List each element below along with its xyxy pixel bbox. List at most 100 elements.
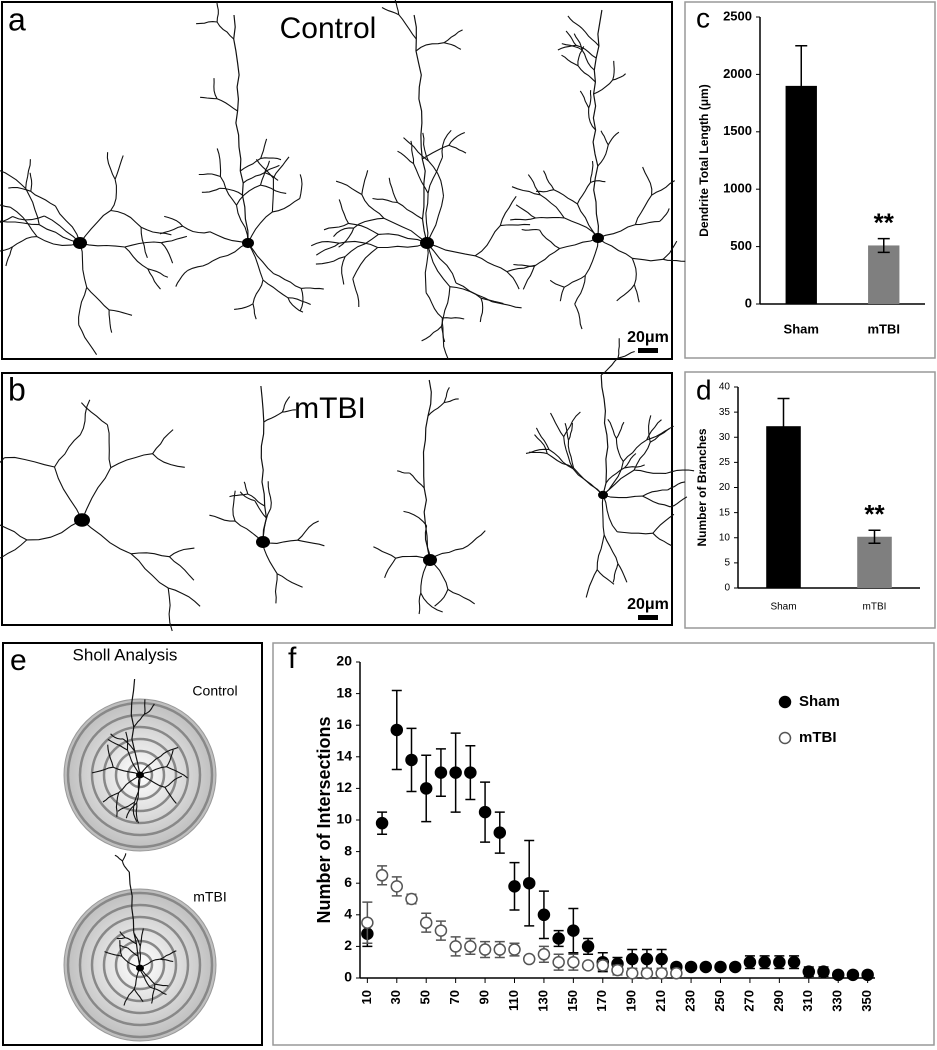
dendrite bbox=[110, 453, 153, 469]
dendrite bbox=[79, 210, 112, 244]
y-tick-label: 18 bbox=[336, 684, 352, 700]
dendrite bbox=[4, 456, 55, 468]
dendrite bbox=[0, 524, 28, 541]
panel-title: Control bbox=[280, 12, 377, 45]
dendrite bbox=[579, 90, 590, 109]
dendrite bbox=[182, 225, 211, 234]
dendrite bbox=[263, 411, 283, 423]
x-tick-label: 250 bbox=[712, 990, 727, 1012]
dendrite bbox=[602, 494, 618, 533]
dendrite bbox=[426, 242, 457, 284]
point bbox=[787, 955, 801, 969]
point bbox=[375, 816, 389, 830]
point bbox=[508, 880, 521, 893]
dendrite bbox=[0, 216, 13, 223]
dendrite bbox=[140, 227, 148, 258]
dendrite bbox=[0, 539, 28, 559]
y-tick-label: 20 bbox=[336, 653, 352, 669]
dendrite bbox=[80, 402, 108, 426]
dendrite bbox=[79, 242, 88, 288]
dendrite bbox=[119, 931, 126, 938]
panel-label: e bbox=[10, 644, 27, 677]
dendrite bbox=[335, 180, 363, 195]
dendrite bbox=[617, 563, 628, 583]
y-tick-label: 10 bbox=[719, 532, 731, 543]
dendrite bbox=[634, 469, 667, 474]
dendrite bbox=[616, 284, 635, 302]
category-label: mTBI bbox=[863, 602, 887, 613]
dendrite bbox=[462, 530, 486, 550]
x-tick-label: 310 bbox=[800, 990, 815, 1012]
dendrite bbox=[338, 227, 355, 248]
dendrite bbox=[107, 738, 128, 751]
dendrite bbox=[0, 220, 40, 226]
dendrite bbox=[455, 282, 493, 303]
dendrite bbox=[187, 260, 213, 272]
dendrite bbox=[600, 357, 619, 376]
dendrite bbox=[109, 309, 133, 316]
dendrite bbox=[584, 237, 599, 276]
dendrite bbox=[79, 399, 91, 436]
dendrite bbox=[136, 774, 141, 803]
neurons bbox=[0, 0, 695, 1006]
dendrite bbox=[650, 425, 674, 443]
dendrite bbox=[54, 205, 81, 244]
dendrite bbox=[642, 166, 653, 196]
scale-bar-label: 20μm bbox=[627, 596, 669, 613]
dendrite bbox=[25, 159, 31, 189]
dendrite bbox=[588, 107, 597, 131]
y-tick-label: 2500 bbox=[723, 8, 752, 23]
dendrite bbox=[398, 14, 417, 40]
dendrite bbox=[525, 448, 550, 454]
dendrite bbox=[561, 54, 579, 67]
dendrite bbox=[133, 933, 141, 947]
point bbox=[567, 924, 580, 937]
dendrite bbox=[133, 967, 141, 990]
dendrite bbox=[553, 189, 578, 205]
dendrite bbox=[574, 303, 583, 330]
y-axis-label: Number of Intersections bbox=[314, 716, 334, 923]
dendrite bbox=[5, 246, 13, 267]
dendrite bbox=[26, 519, 83, 541]
dendrite bbox=[633, 284, 640, 303]
dendrite bbox=[0, 170, 27, 189]
dendrite bbox=[236, 184, 261, 206]
panel-label: c bbox=[696, 2, 710, 33]
dendrite bbox=[117, 801, 135, 812]
sholl-ring bbox=[90, 915, 190, 1015]
y-tick-label: 1000 bbox=[723, 181, 752, 196]
dendrite bbox=[535, 216, 565, 219]
dendrite bbox=[116, 937, 126, 940]
soma bbox=[136, 964, 144, 972]
significance: ** bbox=[874, 207, 895, 237]
dendrite bbox=[147, 268, 161, 290]
dendrite bbox=[510, 217, 536, 221]
dendrite bbox=[474, 255, 508, 273]
dendrite bbox=[631, 258, 637, 285]
dendrite bbox=[577, 65, 596, 83]
dendrite bbox=[297, 539, 325, 547]
dendrite bbox=[662, 258, 686, 262]
sholl-rings bbox=[63, 698, 217, 1042]
y-tick-label: 30 bbox=[719, 432, 731, 443]
dendrite bbox=[427, 160, 445, 197]
y-tick-label: 25 bbox=[719, 457, 731, 468]
dendrite bbox=[424, 242, 429, 293]
dendrite bbox=[166, 749, 174, 767]
dendrite bbox=[239, 157, 261, 172]
dendrite bbox=[143, 699, 146, 715]
panel-a-frame bbox=[1, 1, 673, 360]
dendrite bbox=[651, 180, 675, 196]
panel-b-frame bbox=[1, 372, 673, 626]
dendrite bbox=[546, 453, 574, 469]
legend-label: mTBI bbox=[799, 729, 837, 746]
dendrite bbox=[341, 256, 346, 285]
dendrite bbox=[315, 256, 346, 265]
sholl-ring bbox=[66, 701, 214, 849]
apical-dendrite bbox=[600, 374, 609, 496]
dendrite bbox=[216, 98, 238, 112]
point bbox=[684, 960, 698, 974]
dendrite bbox=[44, 215, 81, 244]
dendrite bbox=[164, 215, 184, 227]
dendrite bbox=[122, 738, 136, 752]
